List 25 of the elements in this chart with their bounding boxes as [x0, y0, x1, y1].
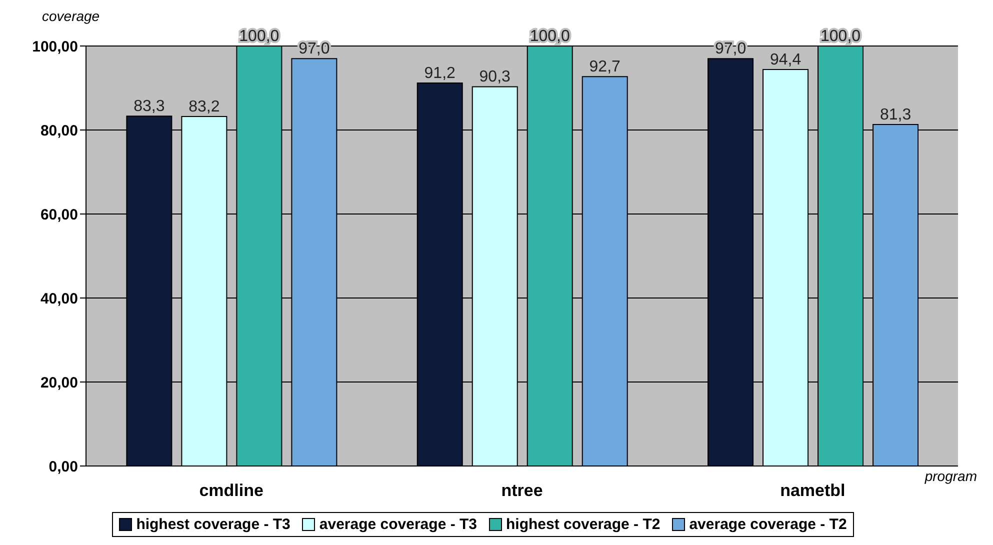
data-label: 83,3: [134, 98, 165, 116]
y-tick-label: 40,00: [40, 290, 78, 308]
data-label: 92,7: [589, 58, 621, 76]
y-tick-label: 0,00: [48, 458, 78, 476]
legend-label: average coverage - T2: [688, 516, 847, 533]
legend-label: average coverage - T3: [318, 516, 477, 533]
data-label: 100,0: [530, 28, 570, 45]
x-tick-label: cmdline: [199, 481, 264, 500]
y-tick-label: 20,00: [40, 374, 78, 392]
data-label: 94,4: [770, 52, 802, 69]
x-tick-label: ntree: [501, 481, 543, 500]
x-tick-label: nametbl: [780, 481, 846, 500]
legend-label: highest coverage - T3: [135, 516, 290, 533]
x-axis-title: program: [924, 468, 977, 484]
y-tick-label: 60,00: [40, 206, 78, 224]
data-label: 91,2: [424, 64, 456, 82]
data-label: 83,2: [188, 98, 220, 116]
data-label: 100,0: [239, 28, 280, 45]
data-label: 100,0: [820, 28, 861, 45]
data-label: 90,3: [479, 68, 511, 86]
y-tick-label: 100,00: [32, 38, 78, 56]
legend-label: highest coverage - T2: [505, 516, 660, 533]
y-axis-title: coverage: [42, 8, 100, 24]
data-label: 81,3: [880, 106, 912, 124]
y-tick-label: 80,00: [40, 122, 78, 140]
